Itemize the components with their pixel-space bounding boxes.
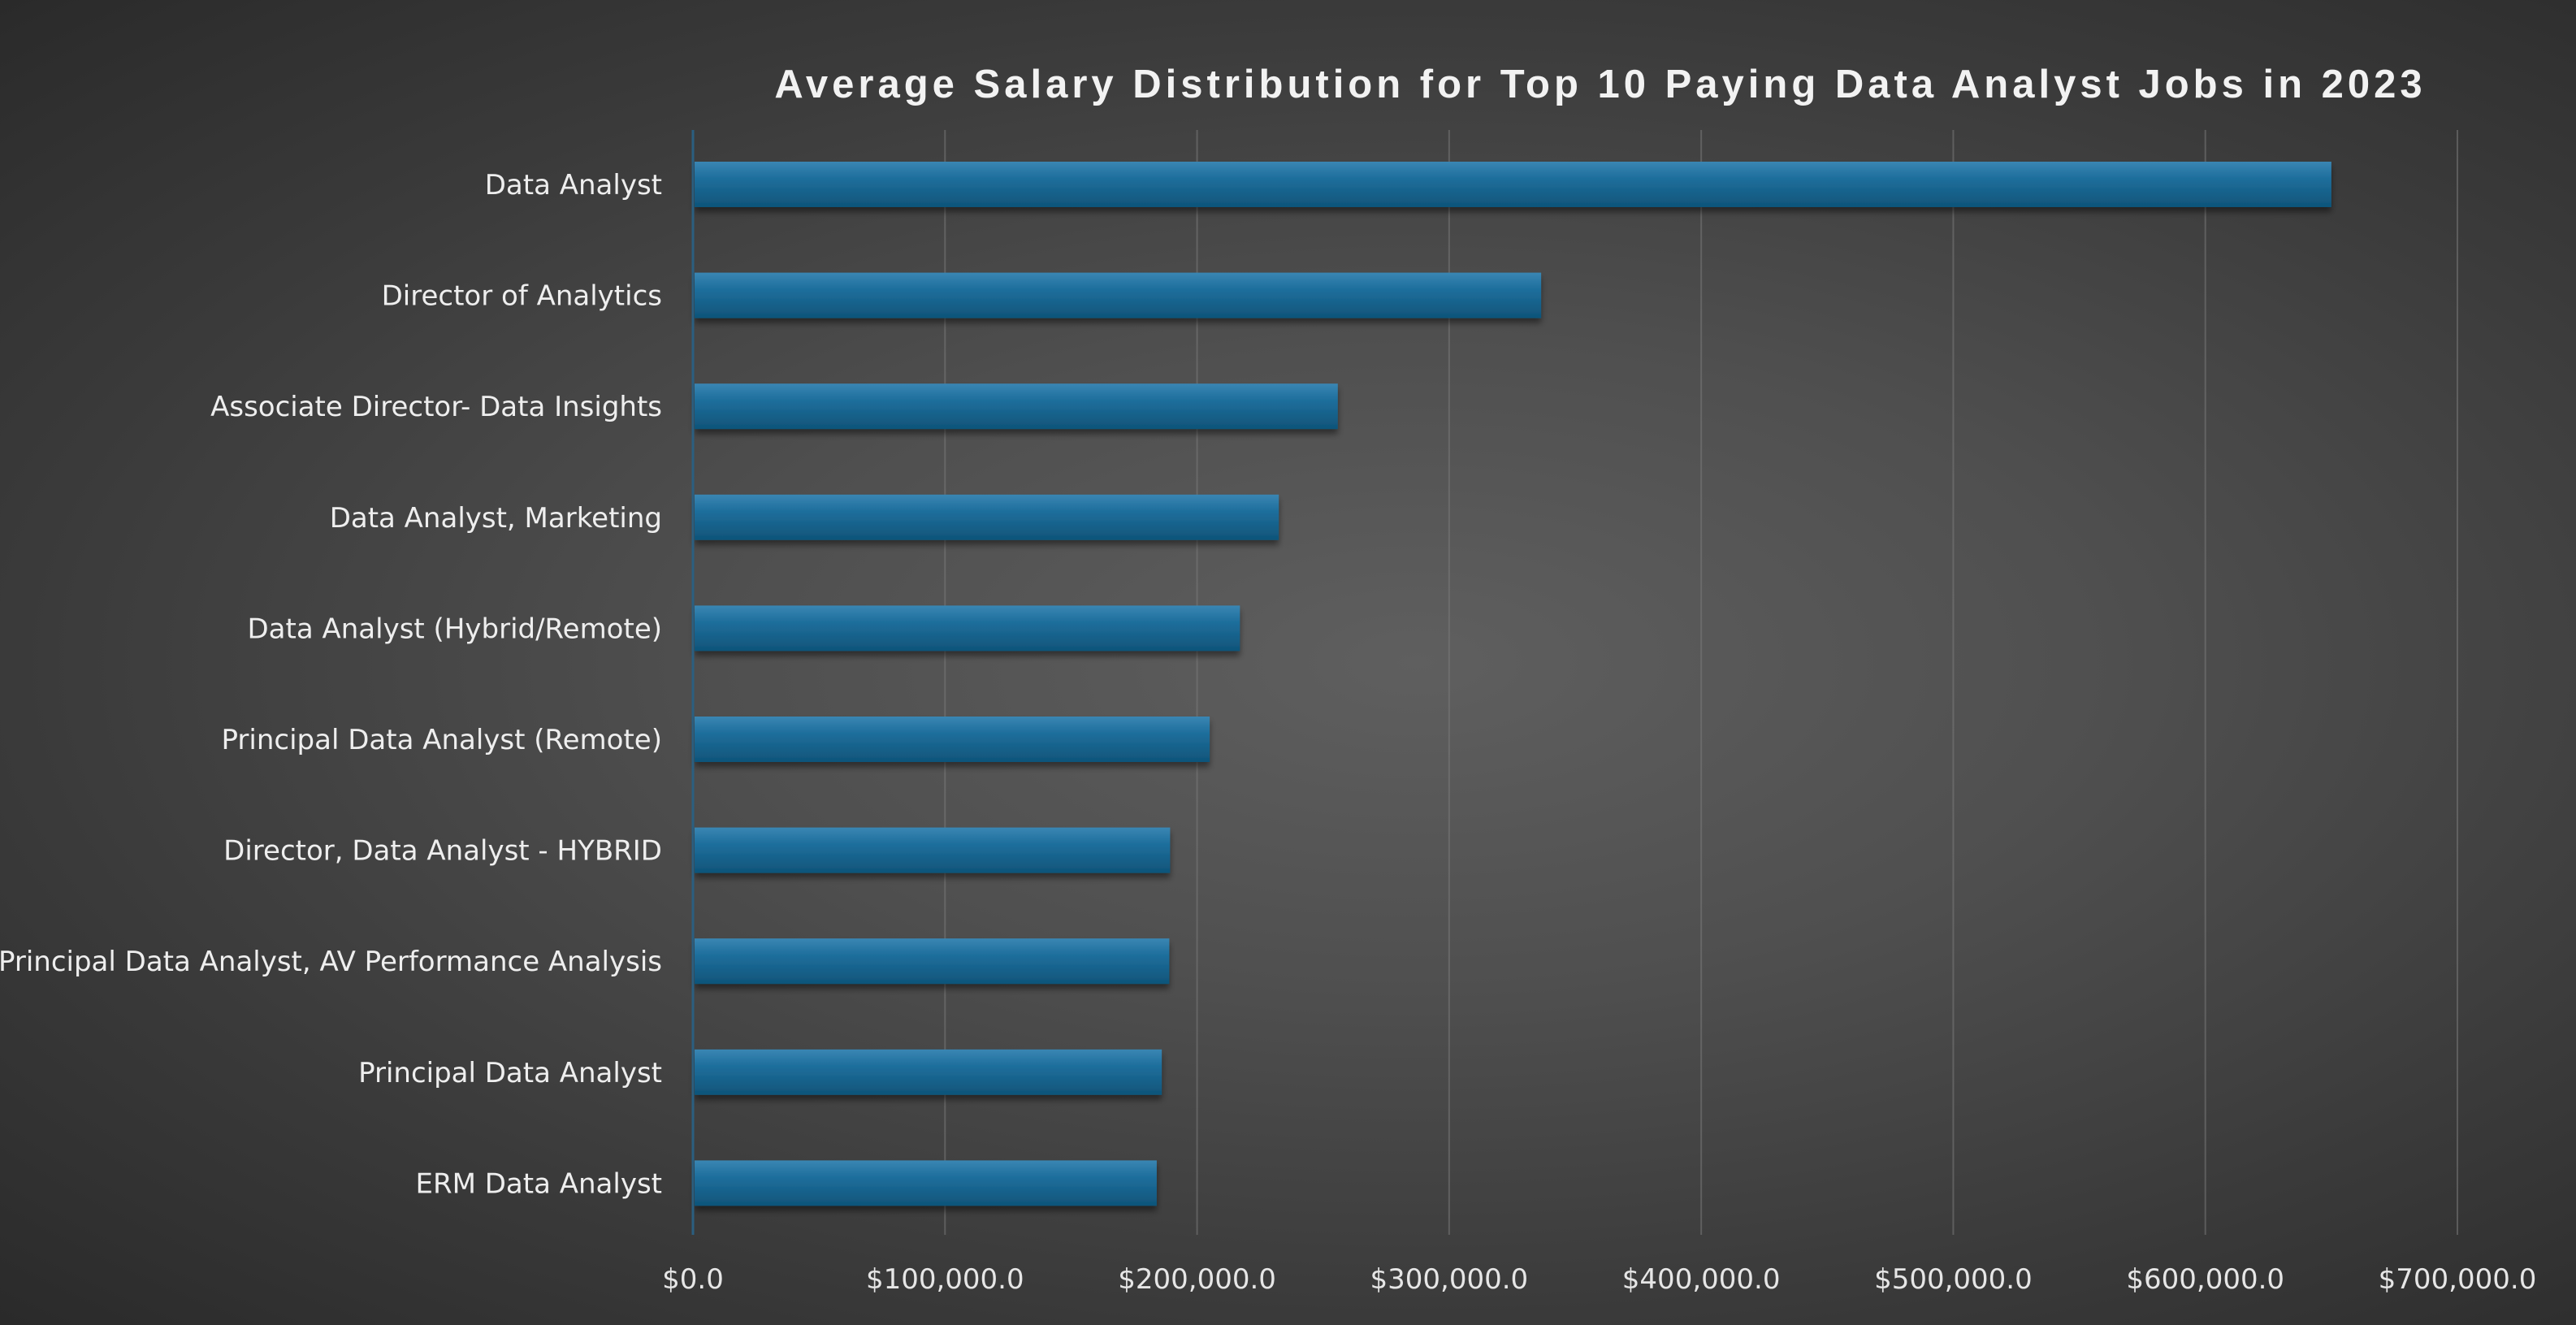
- category-labels: Data Analyst Director of Analytics Associa…: [0, 169, 662, 1200]
- bar: [695, 1049, 1162, 1095]
- bar: [695, 494, 1279, 540]
- bar: [695, 162, 2331, 207]
- category-label: Data Analyst, Marketing: [330, 502, 662, 535]
- bar: [695, 1160, 1157, 1206]
- x-tick-label: $600,000.0: [2126, 1263, 2284, 1296]
- category-label: Principal Data Analyst (Remote): [222, 724, 662, 756]
- category-label: Director, Data Analyst - HYBRID: [223, 835, 662, 868]
- bar: [695, 827, 1171, 873]
- category-label: Principal Data Analyst: [358, 1057, 662, 1089]
- bar: [695, 605, 1240, 652]
- x-tick-labels: $0.0 $100,000.0 $200,000.0 $300,000.0 $400,0…: [662, 1263, 2536, 1296]
- x-tick-label: $500,000.0: [1874, 1263, 2033, 1296]
- x-tick-label: $400,000.0: [1622, 1263, 1781, 1296]
- bar: [695, 383, 1338, 430]
- category-label: Associate Director- Data Insights: [210, 391, 662, 423]
- category-label: Principal Data Analyst, AV Performance A…: [0, 946, 662, 978]
- category-label: Data Analyst (Hybrid/Remote): [248, 613, 663, 645]
- chart-title: Average Salary Distribution for Top 10 P…: [774, 63, 2427, 106]
- category-label: Director of Analytics: [382, 280, 662, 313]
- x-tick-label: $700,000.0: [2379, 1263, 2537, 1296]
- category-label: ERM Data Analyst: [416, 1167, 663, 1200]
- category-label: Data Analyst: [485, 169, 662, 201]
- x-tick-label: $300,000.0: [1370, 1263, 1529, 1296]
- x-tick-label: $200,000.0: [1118, 1263, 1276, 1296]
- x-tick-label: $100,000.0: [866, 1263, 1024, 1296]
- bar: [695, 938, 1170, 985]
- bar: [695, 717, 1210, 762]
- x-tick-label: $0.0: [662, 1263, 724, 1296]
- bars: [695, 162, 2331, 1206]
- bar: [695, 272, 1542, 318]
